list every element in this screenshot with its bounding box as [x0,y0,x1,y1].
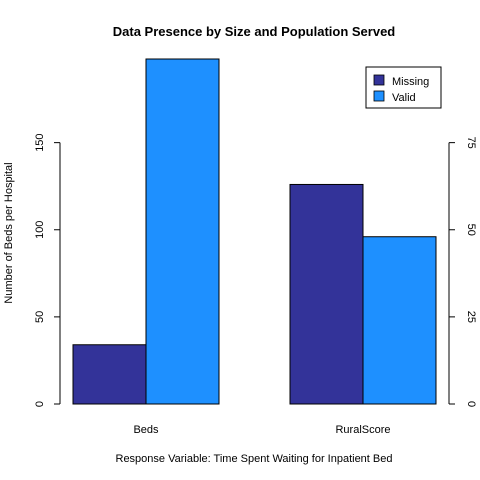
legend: Missing Valid [365,66,442,109]
left-tick-label-0: 0 [34,401,46,407]
chart-title: Data Presence by Size and Population Ser… [113,24,396,39]
bar-ruralscore-missing [289,183,364,405]
right-tick-label-25: 25 [465,311,477,323]
legend-box [365,66,442,109]
left-axis: 0 50 100 150 [34,133,61,407]
category-label-beds: Beds [133,424,159,436]
left-tick-label-150: 150 [34,133,46,151]
legend-swatch-valid [373,90,385,102]
right-tick-label-75: 75 [465,137,477,149]
legend-swatch-missing [373,74,385,86]
category-label-ruralscore: RuralScore [335,424,390,436]
left-tick-label-50: 50 [34,311,46,323]
y-axis-label: Number of Beds per Hospital [3,162,15,303]
right-tick-label-50: 50 [465,224,477,236]
legend-label-missing: Missing [392,76,429,88]
bar-beds-valid [145,58,220,405]
right-tick-label-0: 0 [465,401,477,407]
category-labels: Beds RuralScore [133,424,390,436]
left-tick-label-100: 100 [34,221,46,239]
bar-ruralscore-valid [362,236,437,405]
bars [72,58,437,405]
legend-label-valid: Valid [392,92,416,104]
x-axis-label: Response Variable: Time Spent Waiting fo… [116,453,393,465]
right-axis: 0 25 50 75 [448,137,477,407]
bar-beds-missing [72,344,147,405]
